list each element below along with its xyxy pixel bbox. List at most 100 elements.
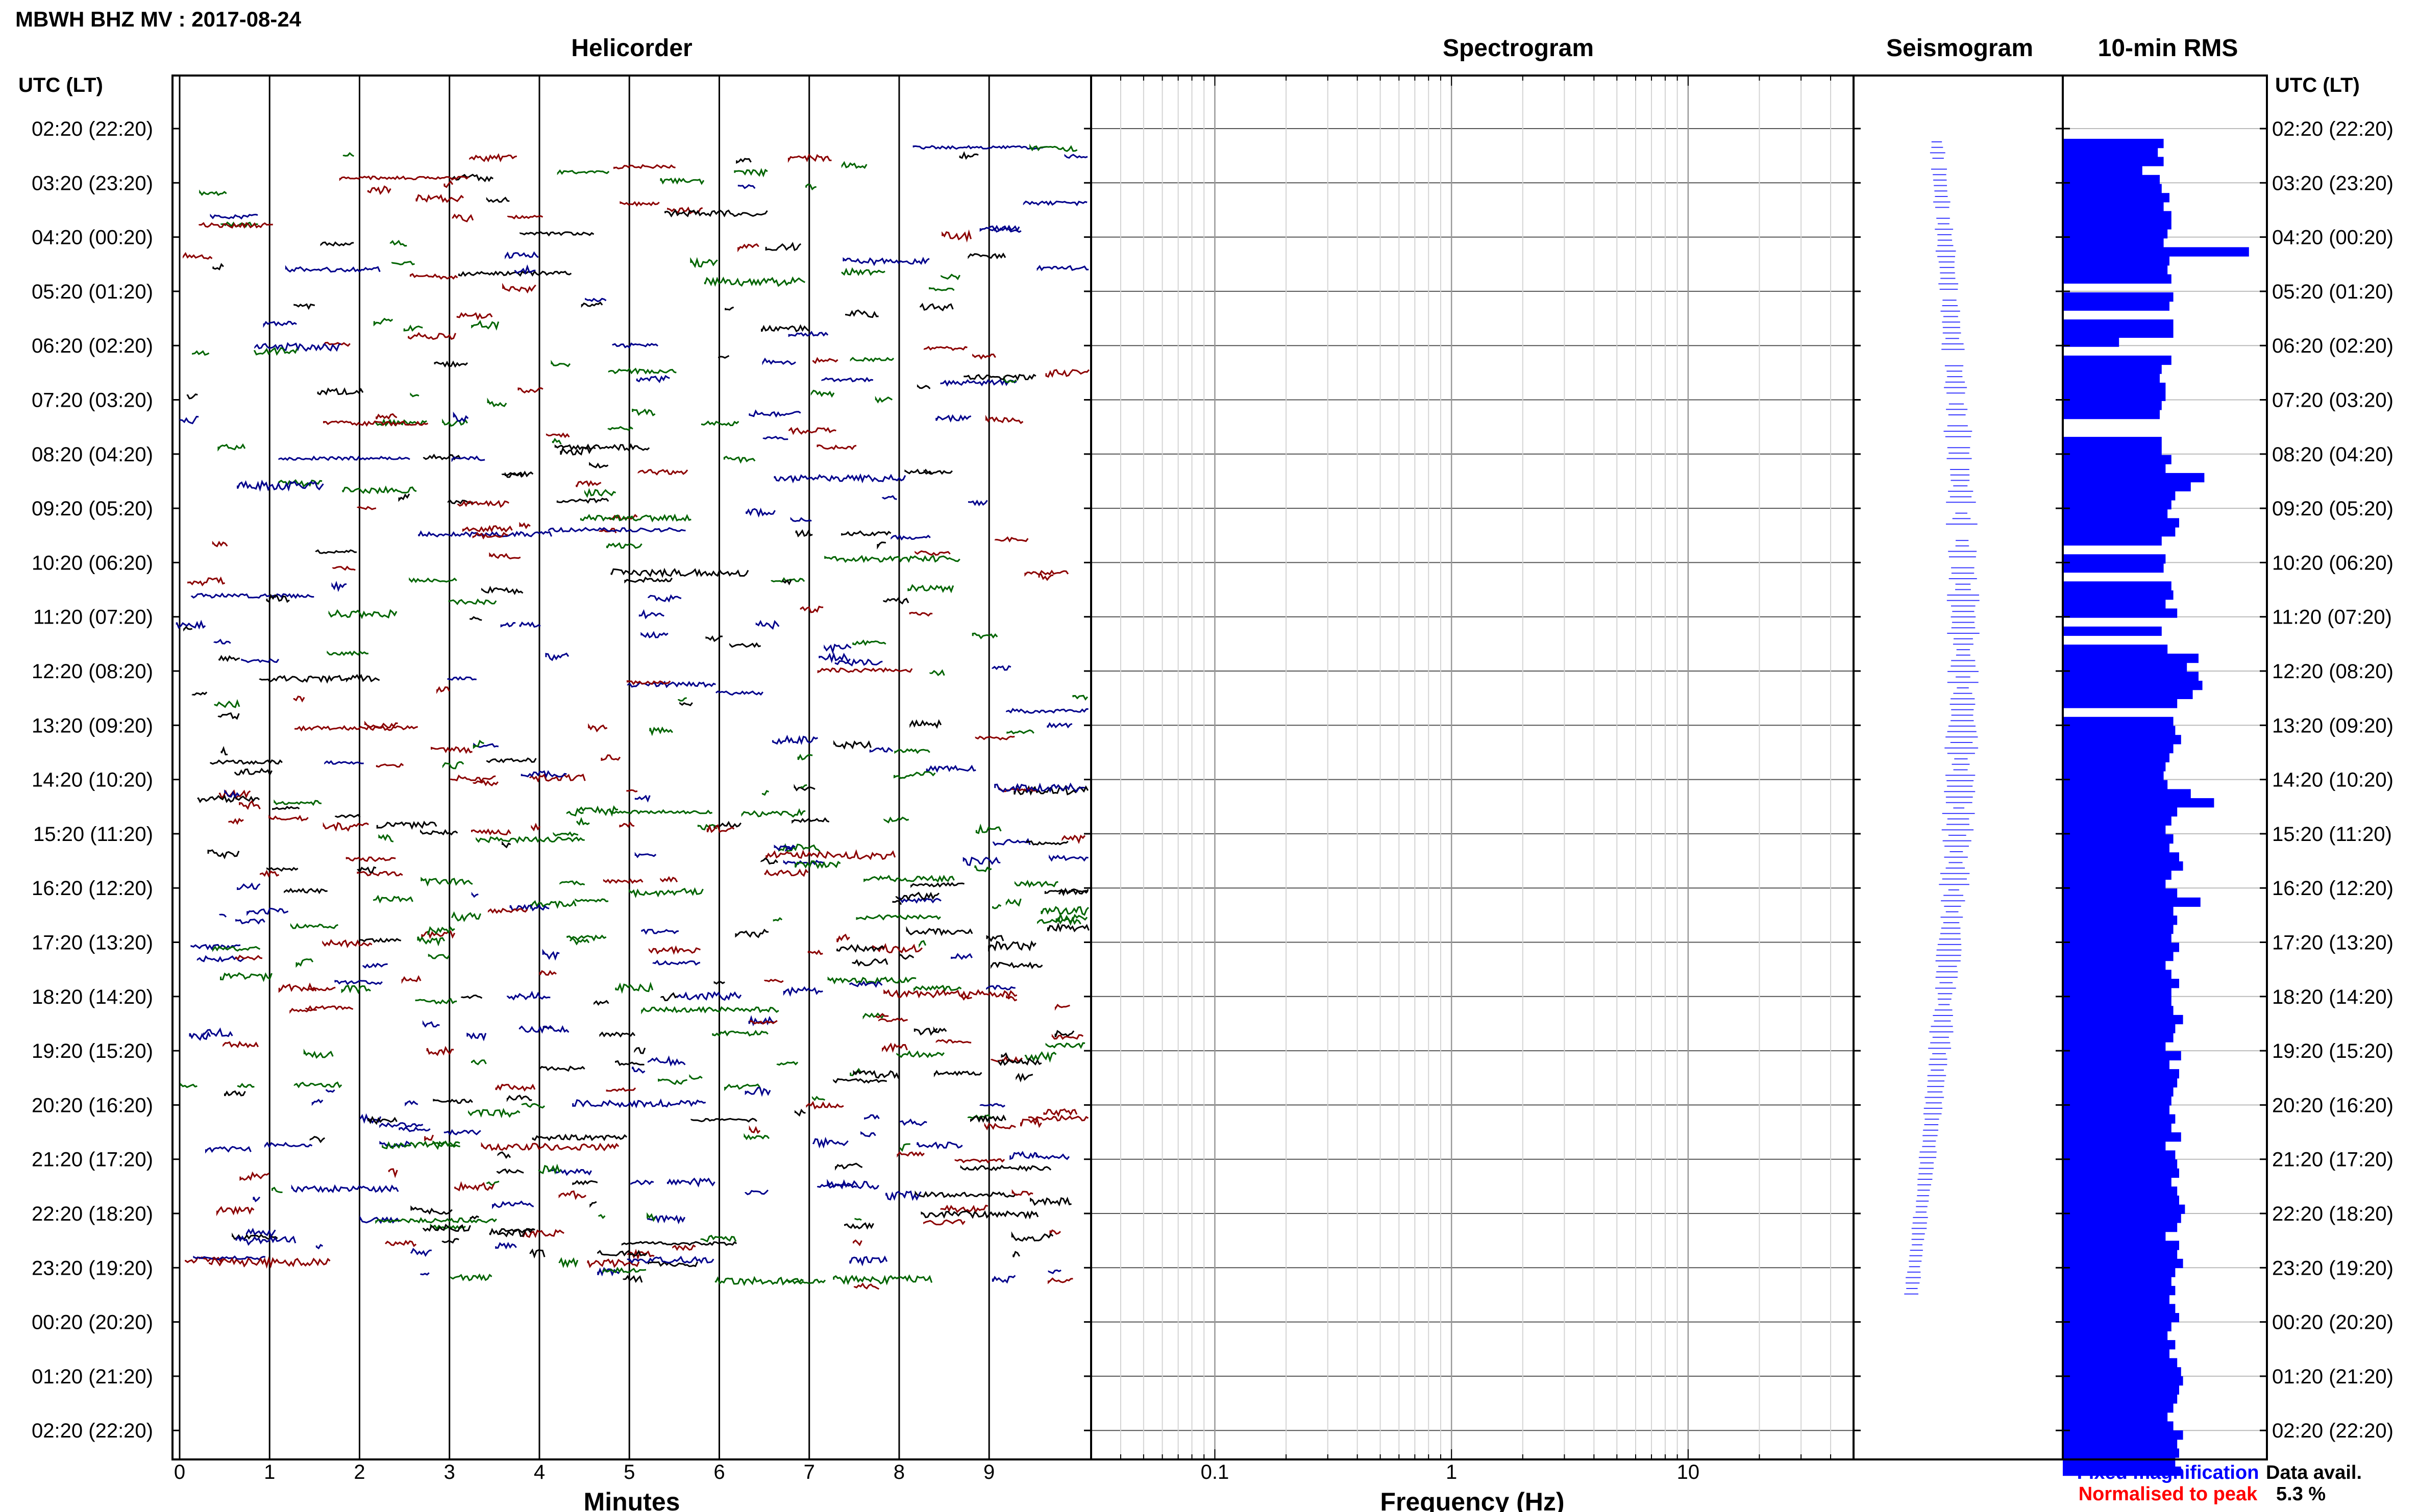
trace-fragment: [968, 499, 988, 507]
trace-fragment: [772, 734, 819, 745]
trace-fragment: [1003, 376, 1017, 383]
trace-fragment: [850, 357, 895, 362]
trace-fragment: [962, 856, 1001, 866]
rms-bars: [2063, 139, 2249, 1476]
trace-fragment: [992, 665, 1011, 671]
rms-bar: [2063, 139, 2164, 148]
rms-bar: [2063, 382, 2166, 392]
trace-fragment: [990, 227, 1022, 233]
rms-bar: [2063, 1376, 2183, 1386]
trace-fragment: [376, 413, 398, 420]
trace-fragment: [811, 1096, 825, 1101]
trace-fragment: [933, 1070, 982, 1078]
rms-bar: [2063, 301, 2169, 311]
rms-bar: [2063, 1448, 2179, 1458]
trace-fragment: [443, 1129, 481, 1136]
trace-fragment: [882, 1042, 908, 1053]
trace-fragment: [647, 1214, 686, 1225]
rms-bar: [2063, 816, 2171, 826]
time-label-left: 13:20 (09:20): [32, 714, 153, 737]
trace-fragment: [984, 1122, 1016, 1131]
trace-fragment: [519, 522, 531, 530]
trace-fragment: [218, 655, 240, 662]
time-label-right: 14:20 (10:20): [2272, 769, 2393, 791]
trace-fragment: [620, 201, 660, 207]
trace-fragment: [824, 643, 852, 655]
time-label-right: 02:20 (22:20): [2272, 118, 2393, 140]
rms-bar: [2063, 1358, 2178, 1368]
trace-fragment: [223, 1040, 259, 1049]
rms-bar: [2063, 1331, 2168, 1341]
trace-fragment: [476, 836, 585, 844]
trace-fragment: [773, 917, 783, 922]
trace-fragment: [458, 270, 572, 277]
trace-fragment: [197, 794, 260, 804]
trace-fragment: [436, 686, 450, 695]
trace-fragment: [992, 1275, 1016, 1284]
trace-fragment: [706, 824, 735, 833]
trace-fragment: [852, 958, 888, 967]
trace-fragment: [877, 541, 886, 550]
trace-fragment: [637, 468, 688, 476]
rms-bar: [2063, 1340, 2176, 1350]
trace-fragment: [929, 287, 955, 291]
trace-fragment: [785, 1278, 826, 1285]
trace-fragment: [326, 1089, 335, 1093]
trace-fragment: [1049, 854, 1089, 862]
rms-bar: [2063, 563, 2164, 573]
rms-title: 10-min RMS: [2098, 35, 2238, 62]
rms-bar: [2063, 1231, 2166, 1241]
trace-fragment: [660, 876, 678, 883]
time-label-right: 19:20 (15:20): [2272, 1040, 2393, 1062]
trace-fragment: [652, 959, 701, 966]
trace-fragment: [812, 357, 838, 364]
rms-bar: [2063, 1114, 2176, 1124]
trace-fragment: [705, 635, 723, 642]
trace-fragment: [357, 870, 403, 877]
rms-bar: [2063, 464, 2166, 474]
trace-fragment: [266, 866, 299, 872]
spectrogram-log-grid: [1120, 76, 1832, 1459]
trace-fragment: [497, 1151, 511, 1159]
rms-bar: [2063, 355, 2171, 365]
minute-tick-label: 0: [174, 1461, 185, 1483]
rms-bar: [2063, 328, 2174, 338]
trace-fragment: [588, 723, 608, 733]
trace-fragment: [627, 1249, 655, 1260]
time-label-left: 01:20 (21:20): [32, 1366, 153, 1388]
rms-bar: [2063, 220, 2171, 230]
trace-fragment: [923, 1219, 966, 1226]
rms-bar: [2063, 997, 2171, 1006]
trace-fragment: [205, 1146, 252, 1154]
trace-fragment: [284, 887, 328, 895]
trace-fragment: [264, 1142, 313, 1149]
axis-ticks: 0 1 2 3 4 5 6 7 8 9 0.1 1 10: [172, 76, 2267, 1483]
trace-fragment: [634, 1047, 646, 1054]
time-label-left: 06:20 (02:20): [32, 335, 153, 357]
trace-fragment: [183, 252, 213, 260]
trace-fragment: [519, 621, 541, 628]
trace-fragment: [192, 350, 210, 356]
rms-bar: [2063, 645, 2168, 654]
time-label-right: 10:20 (06:20): [2272, 552, 2393, 574]
time-label-left: 22:20 (18:20): [32, 1203, 153, 1225]
trace-fragment: [519, 1025, 570, 1034]
rms-bar: [2063, 184, 2162, 193]
rms-bar: [2063, 1258, 2183, 1269]
rms-bar: [2063, 1394, 2178, 1404]
trace-fragment: [1037, 916, 1081, 926]
trace-fragment: [559, 880, 585, 886]
time-label-right: 17:20 (13:20): [2272, 932, 2393, 954]
trace-fragment: [872, 943, 923, 954]
trace-fragment: [761, 324, 809, 333]
rms-bar: [2063, 1241, 2179, 1250]
trace-fragment: [853, 1282, 880, 1290]
trace-fragment: [320, 241, 354, 247]
trace-fragment: [883, 989, 1018, 999]
rms-bar: [2063, 473, 2205, 483]
trace-fragment: [293, 696, 305, 703]
trace-fragment: [1005, 898, 1022, 907]
trace-fragment: [860, 1131, 876, 1137]
trace-fragment: [899, 896, 942, 904]
trace-fragment: [972, 632, 998, 639]
